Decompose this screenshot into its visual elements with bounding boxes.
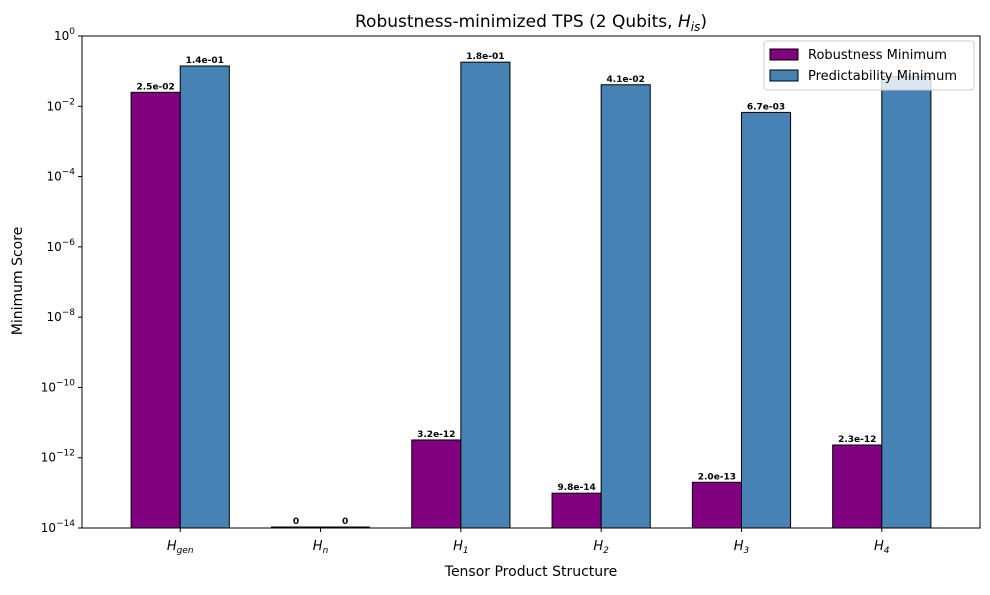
x-tick-label: H1 (453, 539, 469, 556)
x-tick-sub: 1 (463, 546, 469, 556)
y-tick-base: 10 (41, 451, 56, 465)
y-tick-exponent: −4 (62, 168, 76, 178)
x-tick-base: H (734, 539, 744, 554)
y-tick-label: 10−14 (41, 519, 76, 535)
y-tick-label: 10−8 (46, 308, 75, 324)
y-tick-label: 10−4 (46, 168, 75, 184)
y-tick-label: 10−12 (41, 449, 75, 465)
plot-frame (81, 35, 981, 529)
bar-robustness (551, 492, 602, 529)
y-tick-label: 10−6 (46, 238, 75, 254)
bar-data-label: 0 (342, 517, 348, 527)
bar-data-label: 9.8e-14 (557, 483, 595, 493)
y-axis-label: Minimum Score (10, 227, 26, 336)
legend-swatch (769, 69, 799, 82)
bar-robustness (691, 481, 742, 529)
bar-predictability (600, 84, 651, 529)
y-tick-label: 100 (54, 27, 75, 43)
x-axis-label: Tensor Product Structure (444, 564, 617, 580)
chart-title-suffix: ) (700, 12, 707, 32)
y-tick-base: 10 (41, 521, 56, 535)
bar-robustness (130, 91, 181, 529)
chart-title: Robustness-minimized TPS (2 Qubits, His) (355, 12, 707, 34)
x-tick-base: H (874, 539, 884, 554)
legend: Robustness Minimum Predictability Minimum (763, 40, 975, 91)
chart-title-math-sub: is (691, 20, 701, 34)
y-tick-base: 10 (46, 99, 61, 113)
legend-box (763, 40, 975, 91)
bar-data-label: 3.2e-12 (417, 430, 455, 440)
y-tick-base: 10 (54, 29, 69, 43)
bar-data-label: 2.5e-02 (137, 82, 175, 92)
x-tick-sub: gen (177, 546, 194, 556)
bar-predictability (881, 76, 932, 529)
x-tick-label: H4 (874, 539, 890, 556)
x-tick-base: H (593, 539, 603, 554)
y-tick-exponent: −8 (62, 308, 76, 318)
bar-data-label: 1.4e-01 (186, 56, 224, 66)
chart-title-math: H (678, 12, 691, 32)
y-tick-base: 10 (41, 380, 56, 394)
x-tick-base: H (167, 539, 177, 554)
bar-data-label: 0 (293, 517, 299, 527)
x-tick-label: Hgen (167, 539, 194, 556)
bar-data-label: 1.8e-01 (466, 52, 504, 62)
legend-label: Robustness Minimum (808, 48, 947, 63)
legend-label: Predictability Minimum (808, 69, 957, 84)
bar-predictability (460, 61, 511, 529)
y-tick-exponent: 0 (69, 27, 75, 37)
x-tick-sub: 2 (603, 546, 609, 556)
x-tick-base: H (313, 539, 323, 554)
x-tick-label: Hn (313, 539, 329, 556)
x-tick-label: H2 (593, 539, 609, 556)
y-tick-exponent: −2 (62, 97, 75, 107)
y-tick-label: 10−10 (41, 378, 76, 394)
bar-predictability (740, 111, 792, 529)
y-tick-base: 10 (46, 310, 61, 324)
chart-title-prefix: Robustness-minimized TPS (2 Qubits, (355, 12, 678, 32)
y-tick-exponent: −14 (56, 519, 75, 529)
legend-swatch (769, 48, 799, 61)
plot-area: 2.5e-02 0 3.2e-12 9.8e-14 2.0e-13 2.3e-12 1.4e… (41, 27, 981, 556)
bar-data-label: 2.0e-13 (698, 472, 736, 482)
y-tick-base: 10 (46, 170, 61, 184)
bar-predictability (179, 65, 230, 529)
y-tick-base: 10 (46, 240, 61, 254)
bar-robustness (832, 444, 883, 529)
x-tick-sub: n (323, 546, 329, 556)
bar-robustness (411, 439, 462, 529)
x-tick-base: H (453, 539, 463, 554)
x-tick-label: H3 (734, 539, 750, 556)
bar-data-label: 4.1e-02 (607, 75, 645, 85)
y-tick-exponent: −6 (62, 238, 76, 248)
x-tick-sub: 4 (884, 546, 890, 556)
bar-data-label: 2.3e-12 (838, 435, 876, 445)
y-tick-label: 10−2 (46, 97, 75, 113)
bar-data-label: 6.7e-03 (747, 102, 785, 112)
x-tick-sub: 3 (743, 546, 749, 556)
y-tick-exponent: −10 (56, 378, 75, 388)
y-tick-exponent: −12 (56, 449, 75, 459)
